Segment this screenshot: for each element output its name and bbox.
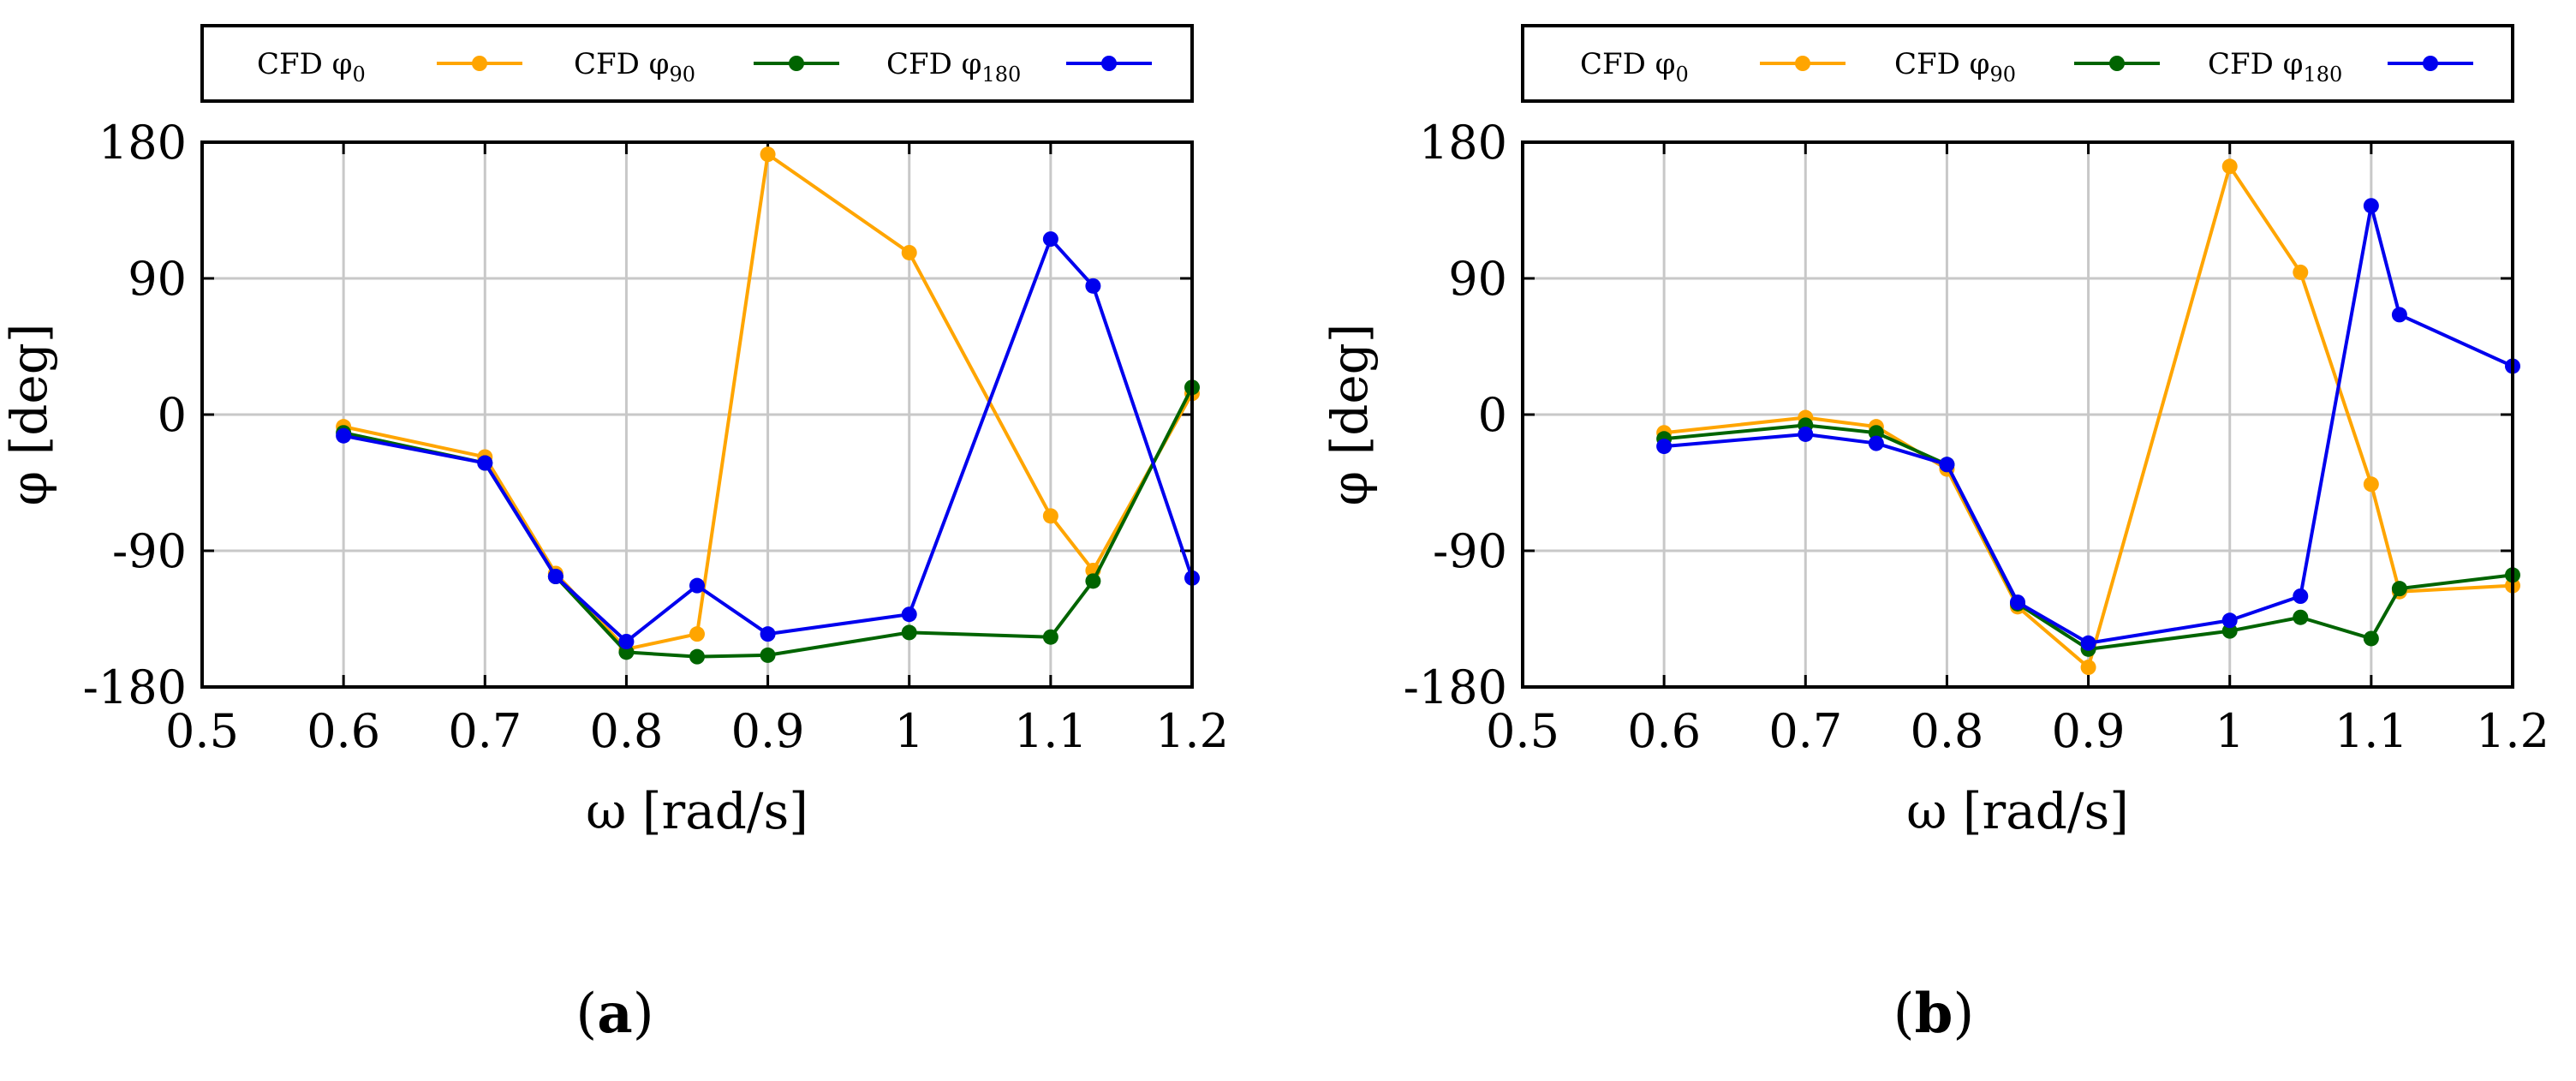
data-point-phi0 <box>2080 660 2096 676</box>
data-point-phi90 <box>901 624 917 641</box>
data-point-phi90 <box>689 648 705 665</box>
data-point-phi0 <box>2363 476 2379 493</box>
data-point-phi180 <box>1939 457 1955 473</box>
x-tick-label: 0.7 <box>1768 704 1842 758</box>
legend-swatch-marker <box>1101 56 1117 71</box>
x-tick-label: 0.6 <box>307 704 380 758</box>
x-tick-label: 1.1 <box>2334 704 2408 758</box>
chart-panel-a: 0.5 0.6 0.7 0.8 0.9 1 1.1 1.2 -180 -90 0 90 180 ω [ra… <box>0 24 1229 1046</box>
data-point-phi90 <box>2363 630 2379 647</box>
x-tick-label: 1.2 <box>2476 704 2549 758</box>
data-point-phi180 <box>1656 439 1673 455</box>
data-point-phi90 <box>1042 629 1058 645</box>
data-point-phi180 <box>1868 435 1884 451</box>
data-point-phi180 <box>2080 635 2096 651</box>
data-point-phi90 <box>1868 425 1884 441</box>
data-point-phi90 <box>2391 581 2407 597</box>
y-tick-label: 180 <box>1419 116 1507 170</box>
data-point-phi0 <box>2293 264 2309 280</box>
data-point-phi0 <box>2221 158 2238 175</box>
legend: CFD φ0 CFD φ90 CFD φ180 <box>1521 24 2514 103</box>
data-point-phi90 <box>618 644 635 660</box>
data-point-phi180 <box>618 634 635 649</box>
y-tick-label: -180 <box>1404 660 1507 714</box>
x-tick-label: 0.9 <box>2052 704 2126 758</box>
data-point-phi180 <box>2010 594 2025 611</box>
panel-caption: (a) <box>575 982 653 1046</box>
legend-label-phi0: CFD φ0 <box>1580 47 1689 87</box>
data-point-phi90 <box>760 647 776 663</box>
data-point-phi180 <box>1085 278 1101 294</box>
data-point-phi180 <box>336 427 352 444</box>
series-line-phi180 <box>343 237 1194 643</box>
legend-swatch-marker <box>1795 56 1810 71</box>
x-tick-label: 1.2 <box>1155 704 1229 758</box>
legend-swatch-marker <box>2423 56 2438 71</box>
x-tick-label: 0.8 <box>1910 704 1983 758</box>
data-point-phi180 <box>901 606 917 623</box>
data-point-phi90 <box>1085 573 1101 589</box>
x-tick-label: 0.8 <box>589 704 663 758</box>
y-tick-label: 90 <box>128 252 187 306</box>
legend-label-phi180: CFD φ180 <box>886 47 1021 87</box>
y-axis-label: φ [deg] <box>1321 324 1379 506</box>
series-phi180 <box>1656 198 2520 651</box>
legend-label-phi0: CFD φ0 <box>257 47 366 87</box>
y-tick-label: 90 <box>1448 252 1507 306</box>
data-point-phi180 <box>477 455 493 471</box>
x-axis-label: ω [rad/s] <box>586 782 808 840</box>
data-point-phi180 <box>1042 231 1058 248</box>
data-point-phi180 <box>2293 588 2309 604</box>
legend-label-phi90: CFD φ90 <box>574 47 695 87</box>
data-point-phi0 <box>760 146 776 163</box>
y-tick-label: -90 <box>1433 524 1507 578</box>
data-point-phi0 <box>689 626 705 642</box>
legend-swatch-marker <box>2109 56 2125 71</box>
legend-box <box>1521 24 2514 103</box>
y-tick-label: 0 <box>1478 388 1507 442</box>
x-tick-label: 0.6 <box>1627 704 1701 758</box>
series-line-phi0 <box>343 152 1194 651</box>
plot-frame <box>1521 140 2514 689</box>
data-point-phi180 <box>2391 307 2407 323</box>
y-tick-label: -90 <box>112 524 187 578</box>
legend-label-phi90: CFD φ90 <box>1894 47 2016 87</box>
data-point-phi180 <box>2363 198 2379 214</box>
x-tick-label: 0.9 <box>731 704 805 758</box>
data-point-phi180 <box>547 569 564 585</box>
x-tick-label: 1.1 <box>1014 704 1088 758</box>
y-tick-label: 0 <box>158 388 187 442</box>
data-point-phi180 <box>1798 426 1814 442</box>
x-tick-label: 0.7 <box>448 704 522 758</box>
legend-swatch-marker <box>472 56 487 71</box>
x-tick-label: 1 <box>2215 704 2245 758</box>
legend-swatch-marker <box>789 56 804 71</box>
data-point-phi0 <box>1042 508 1058 524</box>
x-tick-label: 1 <box>895 704 924 758</box>
data-point-phi180 <box>689 577 705 594</box>
x-tick-label: 0.5 <box>1486 704 1559 758</box>
data-point-phi90 <box>2221 623 2238 639</box>
x-tick-label: 0.5 <box>165 704 239 758</box>
chart-panel-b: 0.5 0.6 0.7 0.8 0.9 1 1.1 1.2 -180 -90 0 90 180 ω [ra… <box>1321 24 2549 1046</box>
y-tick-label: 180 <box>98 116 187 170</box>
x-axis-label: ω [rad/s] <box>1906 782 2129 840</box>
legend-box <box>200 24 1194 103</box>
panel-caption: (b) <box>1893 982 1975 1046</box>
data-point-phi90 <box>2293 609 2309 625</box>
legend-label-phi180: CFD φ180 <box>2208 47 2342 87</box>
data-point-phi180 <box>760 626 776 642</box>
series-phi180 <box>336 231 1200 649</box>
y-axis-label: φ [deg] <box>0 324 58 506</box>
y-tick-label: -180 <box>83 660 187 714</box>
plot-frame <box>200 140 1194 689</box>
legend: CFD φ0 CFD φ90 CFD φ180 <box>200 24 1194 103</box>
data-point-phi0 <box>901 244 917 260</box>
data-point-phi180 <box>2221 612 2238 629</box>
